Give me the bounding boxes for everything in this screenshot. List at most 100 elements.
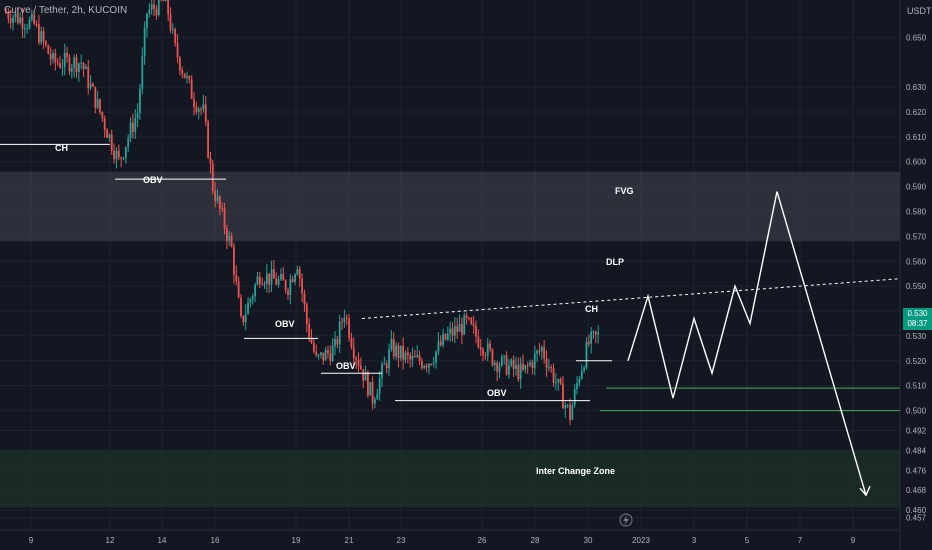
candle-body: [85, 66, 87, 70]
time-tick-label: 21: [345, 536, 354, 545]
candle-body: [357, 359, 360, 366]
candle-body: [42, 31, 45, 42]
candle-body: [496, 362, 499, 372]
candle-body: [87, 66, 90, 88]
candle-body: [468, 317, 470, 319]
time-tick-label: 30: [584, 536, 593, 545]
candle-body: [45, 41, 47, 46]
candle-body: [310, 337, 313, 343]
price-unit: USDT: [907, 6, 932, 16]
candle-body: [136, 112, 139, 119]
candle-body: [418, 355, 421, 362]
candle-body: [540, 347, 543, 352]
candle-body: [261, 283, 264, 285]
candle-body: [388, 349, 390, 369]
price-tick-label: 0.550: [906, 282, 927, 291]
candle-body: [12, 17, 14, 23]
candle-body: [329, 353, 332, 362]
time-axis[interactable]: 9 12 14 16 19 21 23 26 28 30 2023 3 5 7 9: [0, 529, 900, 545]
price-tick-label: 0.468: [906, 486, 927, 495]
candle-body: [99, 99, 101, 113]
candle-body: [409, 355, 412, 360]
candle-body: [16, 13, 19, 23]
dlp-label: DLP: [606, 257, 624, 267]
candle-body: [21, 17, 24, 29]
candle-body: [435, 351, 437, 363]
candle-body: [578, 378, 581, 383]
price-tick-label: 0.520: [906, 357, 927, 366]
symbol-title[interactable]: Curve / Tether, 2h, KUCOIN: [4, 5, 128, 16]
candle-body: [56, 62, 59, 64]
dlp-trendline: [361, 278, 901, 319]
candle-body: [338, 321, 341, 345]
candle-body: [308, 324, 311, 338]
time-tick-label: 9: [851, 536, 856, 545]
inter-change-zone-label: Inter Change Zone: [536, 466, 615, 476]
fvg-zone: [0, 171, 900, 242]
candle-body: [482, 349, 484, 356]
candle-body: [221, 208, 224, 210]
candle-body: [564, 404, 567, 409]
candle-body: [40, 31, 43, 43]
candle-body: [463, 315, 466, 335]
candle-body: [54, 53, 57, 63]
candle-body: [240, 297, 242, 316]
candle-body: [129, 122, 132, 139]
candle-body: [122, 157, 125, 159]
projection-arrowhead: [859, 485, 871, 497]
candle-body: [110, 134, 113, 151]
candle-body: [108, 134, 111, 138]
candle-body: [218, 196, 221, 209]
lightning-icon[interactable]: [619, 513, 633, 527]
price-tick-label: 0.500: [906, 407, 927, 416]
last-price: 0.530: [907, 309, 928, 318]
candle-body: [195, 106, 198, 113]
time-tick-label: 7: [798, 536, 803, 545]
candle-body: [437, 341, 440, 352]
candle-body: [233, 246, 235, 275]
candle-body: [186, 76, 188, 79]
candle-body: [343, 317, 346, 323]
candle-body: [345, 317, 348, 319]
candle-body: [383, 363, 386, 365]
candle-body: [573, 389, 576, 406]
candle-body: [134, 118, 137, 132]
candle-body: [273, 269, 275, 279]
candle-body: [153, 4, 155, 9]
candle-body: [68, 57, 71, 72]
candle-body: [143, 27, 146, 57]
candle-body: [531, 362, 534, 368]
candle-body: [597, 332, 600, 335]
annotation-labels: FVG DLP CH CH OBV OBV OBV OBV Inter Chan…: [55, 143, 634, 476]
candle-body: [475, 325, 477, 337]
candle-body: [355, 358, 358, 360]
candle-body: [376, 393, 379, 400]
candle-body: [268, 273, 271, 285]
candle-body: [538, 350, 541, 352]
price-tick-label: 0.600: [906, 158, 927, 167]
candle-body: [200, 108, 202, 110]
candle-body: [101, 112, 104, 119]
candle-body: [202, 104, 205, 110]
time-tick-label: 28: [531, 536, 540, 545]
candle-body: [491, 349, 494, 366]
candle-body: [334, 339, 336, 346]
candle-body: [188, 76, 191, 80]
candle-body: [30, 14, 33, 20]
candle-body: [9, 18, 12, 23]
candle-body: [35, 23, 38, 25]
candle-body: [298, 268, 301, 279]
candle-body: [265, 273, 268, 284]
candle-body: [515, 364, 517, 369]
candle-body: [451, 328, 454, 336]
candle-body: [545, 358, 548, 368]
candle-body: [590, 331, 593, 344]
candle-body: [348, 318, 350, 338]
price-tick-label: 0.492: [906, 426, 927, 435]
candle-body: [207, 121, 209, 158]
time-tick-label: 26: [478, 536, 487, 545]
candle-body: [183, 73, 186, 79]
price-tick-label: 0.530: [906, 332, 927, 341]
